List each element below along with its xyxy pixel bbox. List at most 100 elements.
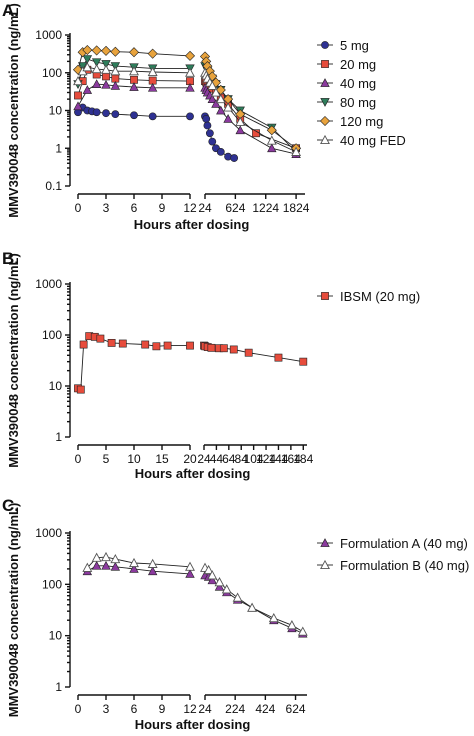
data-point: [101, 79, 111, 89]
data-point: [184, 50, 196, 61]
x-tick-label: 24: [198, 201, 212, 215]
legend-label: 5 mg: [340, 38, 369, 53]
data-point: [79, 340, 88, 349]
legend-label: 40 mg: [340, 76, 376, 91]
legend-label: IBSM (20 mg): [340, 289, 420, 304]
series-line: [204, 567, 304, 632]
data-point: [291, 146, 302, 156]
data-point: [73, 75, 83, 86]
data-point: [74, 91, 82, 100]
data-point: [268, 612, 279, 623]
data-point: [128, 47, 140, 58]
data-point: [235, 116, 246, 126]
data-point: [82, 562, 93, 572]
data-point: [91, 58, 102, 68]
data-point: [186, 112, 194, 121]
x-tick-label: 44: [210, 452, 224, 466]
data-point: [210, 87, 221, 97]
x-tick-label: 84: [235, 452, 249, 466]
y-tick-label: 10: [49, 104, 63, 118]
data-point: [147, 82, 158, 92]
data-point: [82, 85, 93, 94]
data-point: [230, 154, 239, 162]
y-axis-label: MMV390048 concentration (ng/mL): [6, 503, 21, 718]
y-tick-label: 1: [55, 680, 62, 694]
y-tick-label: 0.1: [45, 179, 62, 193]
x-tick-label: 5: [103, 452, 110, 466]
data-point: [147, 48, 158, 59]
x-tick-label: 3: [103, 201, 110, 215]
x-tick-label: 1824: [283, 201, 310, 215]
data-point: [235, 125, 245, 135]
x-tick-label: 0: [75, 201, 82, 215]
legend-marker: [319, 115, 331, 127]
y-tick-label: 1: [55, 141, 62, 155]
x-tick-label: 124: [256, 452, 276, 466]
data-point: [82, 44, 93, 56]
data-point: [219, 344, 228, 353]
legend-marker: [320, 98, 330, 107]
data-point: [185, 561, 195, 571]
x-tick-label: 0: [75, 702, 82, 716]
data-point: [207, 343, 216, 352]
panel-label: A.: [2, 1, 19, 20]
data-point: [91, 552, 102, 562]
x-axis-label: Hours after dosing: [135, 466, 251, 481]
data-point: [207, 575, 217, 585]
data-point: [211, 99, 221, 108]
data-point: [186, 341, 194, 350]
y-tick-label: 10: [49, 379, 63, 393]
x-tick-label: 20: [183, 452, 197, 466]
legend-marker: [321, 60, 329, 68]
data-point: [110, 81, 121, 90]
y-tick-label: 1: [55, 430, 62, 444]
data-point: [297, 626, 308, 636]
data-point: [207, 570, 218, 580]
data-point: [229, 345, 238, 354]
y-tick-label: 1000: [35, 526, 62, 540]
data-point: [232, 592, 243, 602]
data-point: [185, 67, 195, 77]
data-point: [110, 66, 121, 76]
data-point: [82, 62, 93, 72]
data-point: [107, 338, 116, 347]
data-point: [223, 114, 233, 123]
data-point: [185, 82, 195, 92]
data-point: [110, 553, 121, 564]
data-point: [141, 340, 150, 349]
data-point: [207, 80, 218, 90]
x-tick-label: 9: [159, 702, 166, 716]
data-point: [247, 602, 258, 612]
x-tick-label: 224: [225, 702, 245, 716]
x-axis-label: Hours after dosing: [135, 717, 251, 732]
data-point: [205, 129, 214, 138]
data-point: [129, 557, 139, 568]
legend-label: 120 mg: [340, 114, 383, 129]
data-point: [101, 551, 111, 562]
data-point: [203, 121, 212, 130]
data-point: [73, 101, 83, 111]
legend-label: 20 mg: [340, 57, 376, 72]
data-point: [202, 114, 211, 123]
x-tick-label: 624: [286, 702, 306, 716]
x-tick-label: 0: [75, 452, 82, 466]
data-point: [101, 560, 111, 570]
data-point: [129, 66, 139, 76]
data-point: [266, 135, 277, 145]
panel-label: C.: [2, 496, 19, 515]
x-tick-label: 184: [293, 452, 313, 466]
x-axis-label: Hours after dosing: [134, 217, 250, 232]
data-point: [91, 45, 102, 56]
data-point: [130, 111, 138, 120]
data-point: [147, 566, 158, 576]
data-point: [208, 137, 217, 146]
data-point: [82, 55, 93, 64]
data-point: [91, 560, 102, 570]
data-point: [215, 93, 226, 104]
y-tick-label: 100: [42, 328, 62, 342]
legend-marker: [321, 292, 329, 300]
data-point: [207, 94, 217, 104]
data-point: [216, 148, 225, 156]
legend-label: 40 mg FED: [340, 133, 406, 148]
data-point: [92, 108, 101, 117]
